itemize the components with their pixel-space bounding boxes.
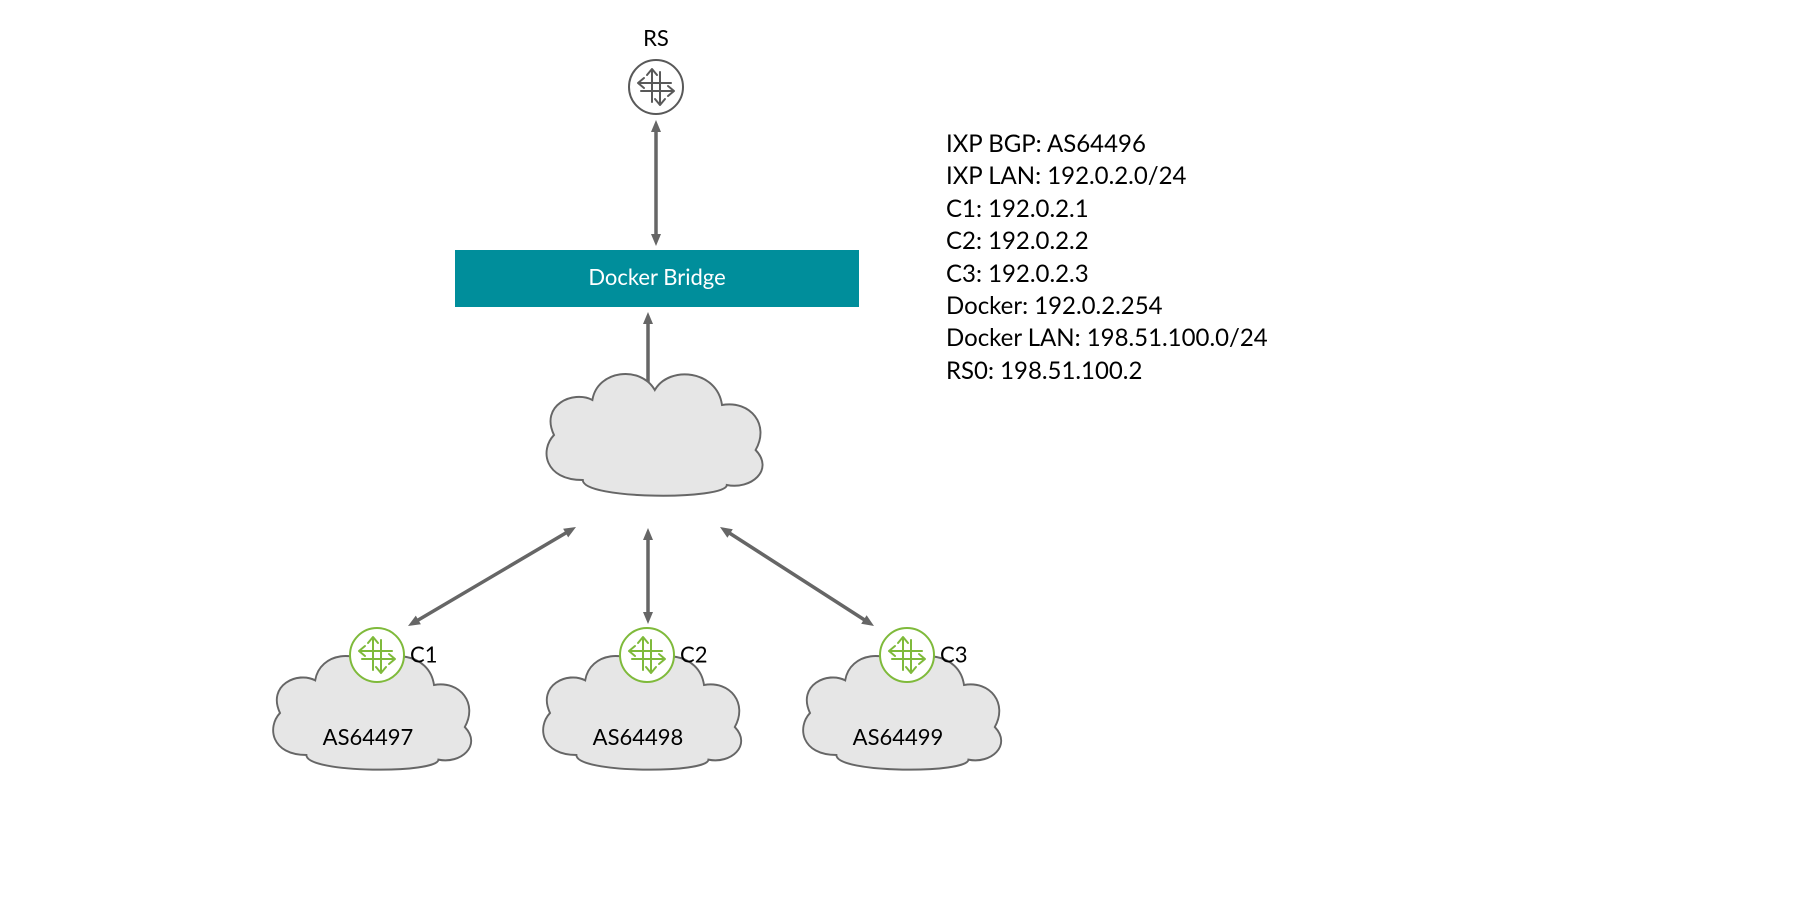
as-label-c2: AS64498 bbox=[593, 723, 684, 750]
as-label-c3: AS64499 bbox=[853, 723, 944, 750]
client-label-c1: C1 bbox=[410, 641, 437, 668]
arrow-cloud-c3 bbox=[720, 527, 874, 626]
docker-bridge-label: Docker Bridge bbox=[588, 263, 725, 290]
router-c1-icon bbox=[350, 628, 404, 682]
info-line: C1: 192.0.2.1 bbox=[946, 193, 1268, 225]
info-line: C2: 192.0.2.2 bbox=[946, 225, 1268, 257]
arrow-cloud-c2 bbox=[643, 528, 653, 624]
info-line: IXP LAN: 192.0.2.0/24 bbox=[946, 160, 1268, 192]
info-line: IXP BGP: AS64496 bbox=[946, 128, 1268, 160]
info-line: Docker LAN: 198.51.100.0/24 bbox=[946, 322, 1268, 354]
info-line: C3: 192.0.2.3 bbox=[946, 258, 1268, 290]
rs-label: RS bbox=[643, 24, 669, 51]
router-c3-icon bbox=[880, 628, 934, 682]
info-line: Docker: 192.0.2.254 bbox=[946, 290, 1268, 322]
arrow-rs-bridge bbox=[651, 120, 661, 246]
client-label-c2: C2 bbox=[680, 641, 707, 668]
network-diagram: Docker Bridge RS C1 AS64497 C2 AS64498 C3 AS64… bbox=[0, 0, 1801, 907]
info-panel: IXP BGP: AS64496IXP LAN: 192.0.2.0/24C1:… bbox=[946, 128, 1268, 387]
main-cloud bbox=[547, 374, 763, 496]
router-c2-icon bbox=[620, 628, 674, 682]
as-label-c1: AS64497 bbox=[323, 723, 414, 750]
client-label-c3: C3 bbox=[940, 641, 967, 668]
router-rs-icon bbox=[629, 60, 683, 114]
info-line: RS0: 198.51.100.2 bbox=[946, 355, 1268, 387]
arrow-cloud-c1 bbox=[408, 527, 576, 626]
